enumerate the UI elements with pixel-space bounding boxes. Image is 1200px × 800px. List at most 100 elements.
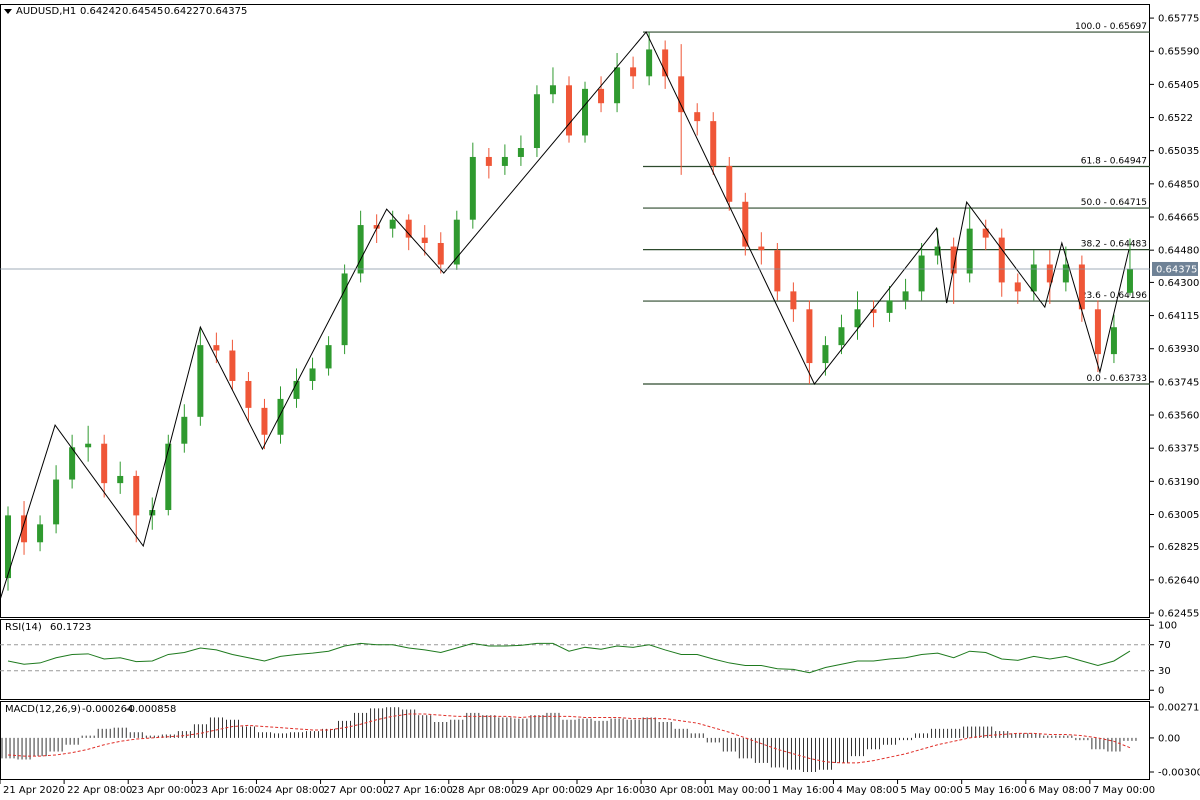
candle-body xyxy=(774,250,781,292)
candle-body xyxy=(934,246,941,256)
candle-body xyxy=(822,345,829,364)
candle-body xyxy=(501,156,508,166)
y-tick-label: 0.65405 xyxy=(1158,80,1199,91)
fib-label: 100.0 - 0.65697 xyxy=(1075,22,1147,32)
x-tick-label: 1 May 16:00 xyxy=(772,785,834,796)
x-tick-label: 5 May 00:00 xyxy=(901,785,963,796)
candle-body xyxy=(373,225,380,229)
candle-body xyxy=(646,49,653,77)
y-tick-label: 0.00 xyxy=(1158,733,1180,744)
candle-body xyxy=(341,273,348,346)
candle-body xyxy=(357,225,364,274)
y-tick-label: 0.64665 xyxy=(1158,213,1199,224)
header-low: 0.64227 xyxy=(164,6,205,17)
x-tick-label: 30 Apr 08:00 xyxy=(644,785,709,796)
x-tick-label: 6 May 08:00 xyxy=(1029,785,1091,796)
candle-body xyxy=(133,475,140,516)
y-tick-label: 0.63375 xyxy=(1158,444,1199,455)
y-tick-label: 0.64480 xyxy=(1158,246,1199,257)
fib-label: 38.2 - 0.64483 xyxy=(1081,240,1147,250)
y-tick-label: 30 xyxy=(1158,666,1171,677)
macd-panel-frame xyxy=(0,701,1150,780)
y-tick-label: 0.002716 xyxy=(1158,703,1200,714)
candle-body xyxy=(598,88,605,104)
x-tick-label: 21 Apr 2020 xyxy=(3,785,65,796)
candle-body xyxy=(1062,264,1069,283)
candle-body xyxy=(309,368,316,381)
candle-body xyxy=(261,407,268,435)
y-tick-label: 0.63190 xyxy=(1158,477,1199,488)
candle-body xyxy=(758,246,765,251)
candle-body xyxy=(325,345,332,369)
macd-title: MACD(12,26,9) xyxy=(5,704,81,715)
rsi-value: 60.1723 xyxy=(50,622,91,633)
candle-body xyxy=(181,416,188,444)
candle-body xyxy=(517,148,524,157)
candle-body xyxy=(485,156,492,166)
x-tick-label: 29 Apr 16:00 xyxy=(580,785,645,796)
rsi-line xyxy=(7,642,1131,674)
fib-label: 61.8 - 0.64947 xyxy=(1081,156,1147,166)
candle-body xyxy=(582,88,589,136)
candle-body xyxy=(694,112,701,122)
candle-body xyxy=(437,242,444,265)
candle-body xyxy=(710,121,717,166)
y-tick-label: 70 xyxy=(1158,640,1171,651)
candle-body xyxy=(21,515,28,543)
candle-body xyxy=(229,350,236,381)
candle-body xyxy=(213,345,220,351)
y-tick-label: 0.64300 xyxy=(1158,278,1199,289)
candle-body xyxy=(165,443,172,511)
candle-body xyxy=(69,447,76,480)
candle-body xyxy=(1030,264,1037,292)
y-tick-label: 0.63745 xyxy=(1158,377,1199,388)
candle-body xyxy=(565,85,572,136)
candle-body xyxy=(101,443,108,484)
candle-body xyxy=(1078,264,1085,310)
candle-body xyxy=(245,380,252,408)
candle-body xyxy=(966,228,973,274)
header-high: 0.64545 xyxy=(122,6,163,17)
x-tick-label: 7 May 00:00 xyxy=(1093,785,1155,796)
macd-main-value: -0.000264 xyxy=(82,704,133,715)
candle-body xyxy=(614,67,621,104)
fib-label: 50.0 - 0.64715 xyxy=(1081,198,1147,208)
menu-arrow[interactable] xyxy=(4,9,12,14)
x-tick-label: 23 Apr 16:00 xyxy=(195,785,260,796)
y-tick-label: 0.62640 xyxy=(1158,575,1199,586)
main-panel-frame xyxy=(0,4,1150,618)
y-tick-label: 0.64115 xyxy=(1158,311,1199,322)
current-price-label: 0.64375 xyxy=(1156,264,1197,275)
y-tick-label: 0.63930 xyxy=(1158,344,1199,355)
candle-body xyxy=(790,291,797,310)
y-tick-label: 0.65035 xyxy=(1158,146,1199,157)
candle-body xyxy=(389,219,396,229)
candle-body xyxy=(197,345,204,417)
candle-body xyxy=(453,219,460,265)
candle-body xyxy=(421,237,428,243)
candle-body xyxy=(1094,309,1101,355)
header-close: 0.64375 xyxy=(206,6,247,17)
fib-label: 23.6 - 0.64196 xyxy=(1081,291,1147,301)
x-tick-label: 22 Apr 08:00 xyxy=(67,785,132,796)
fib-label: 0.0 - 0.63733 xyxy=(1087,374,1148,384)
candle-body xyxy=(886,300,893,313)
y-tick-label: 0.62455 xyxy=(1158,609,1199,620)
x-tick-label: 24 Apr 08:00 xyxy=(259,785,324,796)
candle-body xyxy=(1110,327,1117,355)
rsi-title: RSI(14) xyxy=(5,622,42,633)
candle-body xyxy=(726,165,733,202)
y-tick-label: 0.65775 xyxy=(1158,14,1199,25)
candle-body xyxy=(1126,268,1133,293)
candle-body xyxy=(37,524,44,543)
y-tick-label: 100 xyxy=(1158,621,1177,632)
candle-body xyxy=(1014,282,1021,292)
x-tick-label: 29 Apr 00:00 xyxy=(516,785,581,796)
macd-signal-value: -0.000858 xyxy=(125,704,176,715)
candle-body xyxy=(854,309,861,328)
x-tick-label: 1 May 00:00 xyxy=(708,785,770,796)
candle-body xyxy=(549,85,556,95)
candle-body xyxy=(469,156,476,220)
